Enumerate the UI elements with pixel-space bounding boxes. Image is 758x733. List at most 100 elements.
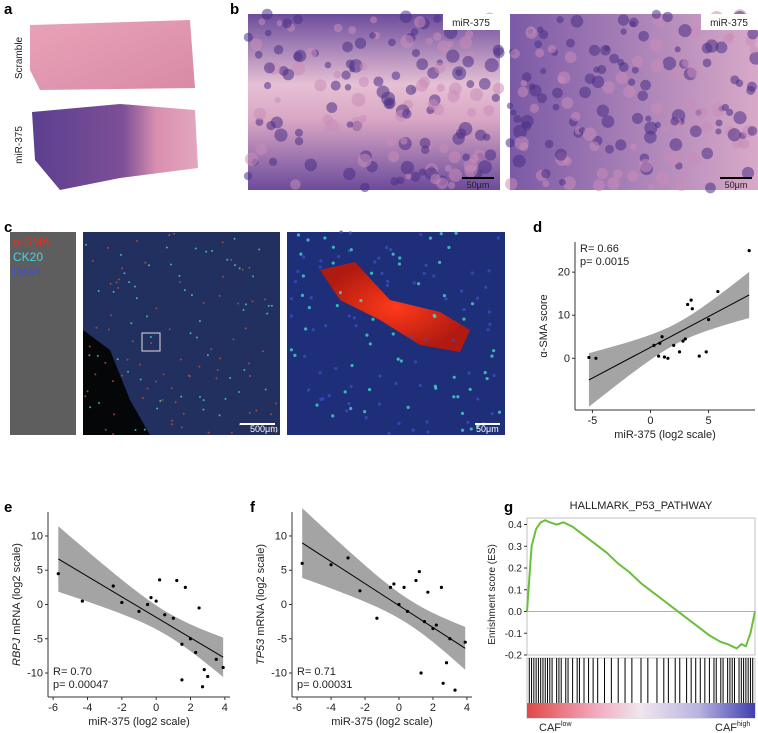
point (658, 341, 662, 345)
point (677, 350, 682, 354)
label-sup: low (561, 721, 572, 728)
cell (547, 45, 557, 54)
nucleus (307, 306, 311, 310)
rank-bar (527, 703, 755, 718)
cell (350, 117, 364, 131)
cell (425, 37, 433, 45)
cell (704, 182, 716, 194)
cell (694, 155, 701, 162)
nucleus (318, 371, 322, 375)
nucleus (215, 377, 218, 380)
fit-line (301, 542, 466, 649)
nucleus (243, 369, 246, 372)
cell (747, 28, 758, 40)
cell (570, 111, 581, 122)
nucleus (335, 304, 339, 308)
point (214, 657, 218, 661)
cell (700, 121, 713, 133)
cell (669, 138, 683, 151)
nucleus (275, 402, 278, 405)
nucleus (311, 328, 315, 332)
nucleus (154, 380, 157, 383)
cell (462, 153, 470, 161)
nucleus (128, 281, 131, 284)
cell (324, 61, 332, 69)
point (375, 616, 379, 620)
nucleus (373, 260, 377, 264)
fit-line (588, 294, 750, 381)
nucleus (168, 328, 171, 331)
cell (413, 16, 426, 28)
cell (263, 62, 275, 74)
x-tick-label: 2 (430, 702, 436, 714)
cell (667, 151, 681, 166)
cell (645, 115, 652, 122)
point (158, 578, 162, 582)
cell (274, 128, 288, 142)
nucleus (104, 361, 107, 364)
nucleus (349, 384, 353, 389)
cell (536, 93, 547, 104)
point (681, 339, 685, 343)
cell (344, 84, 352, 91)
nucleus (319, 259, 323, 263)
nucleus (211, 249, 214, 252)
y-tick-label: -10 (27, 668, 43, 680)
cell (411, 48, 421, 58)
nucleus (95, 326, 98, 329)
cell (506, 102, 514, 110)
cell (274, 97, 281, 104)
nucleus (270, 304, 273, 307)
point (426, 590, 430, 594)
nucleus (171, 419, 174, 422)
panel-letter: g (504, 499, 513, 516)
channel-label: DAPI (13, 265, 41, 279)
nucleus (349, 406, 353, 411)
cell (627, 170, 639, 182)
nucleus (159, 399, 162, 402)
nucleus (262, 350, 265, 353)
cell (600, 45, 611, 56)
nucleus (391, 332, 395, 336)
cell (715, 119, 723, 127)
cell (579, 86, 591, 99)
nucleus (469, 427, 473, 431)
point (175, 578, 179, 583)
cell (314, 79, 327, 92)
x-tick-label: 2 (187, 702, 193, 714)
label-box (701, 14, 758, 30)
nucleus (394, 381, 398, 386)
nucleus (303, 354, 307, 358)
cell (747, 126, 758, 136)
nucleus (119, 253, 122, 256)
cell (448, 151, 461, 164)
point (587, 355, 591, 360)
point (704, 350, 708, 354)
point (453, 688, 457, 692)
point (202, 667, 206, 672)
cell (629, 20, 637, 28)
point (80, 599, 84, 603)
cell (326, 102, 338, 114)
cell (373, 76, 384, 87)
cell (469, 88, 483, 102)
nucleus (396, 357, 400, 361)
fluorescence-image (287, 232, 505, 435)
cell (513, 124, 528, 139)
nucleus (94, 373, 97, 376)
nucleus (385, 279, 390, 283)
nucleus (117, 286, 120, 289)
nucleus (432, 274, 436, 278)
x-tick-label: -6 (292, 702, 302, 714)
sma-stain (320, 262, 470, 352)
cell (678, 24, 692, 38)
nucleus (230, 431, 233, 434)
cell (270, 116, 283, 129)
x-tick-label: 0 (396, 702, 402, 714)
cell (514, 136, 529, 151)
cell (663, 154, 671, 162)
point (402, 585, 406, 589)
cell (638, 30, 649, 42)
nucleus (411, 428, 415, 432)
